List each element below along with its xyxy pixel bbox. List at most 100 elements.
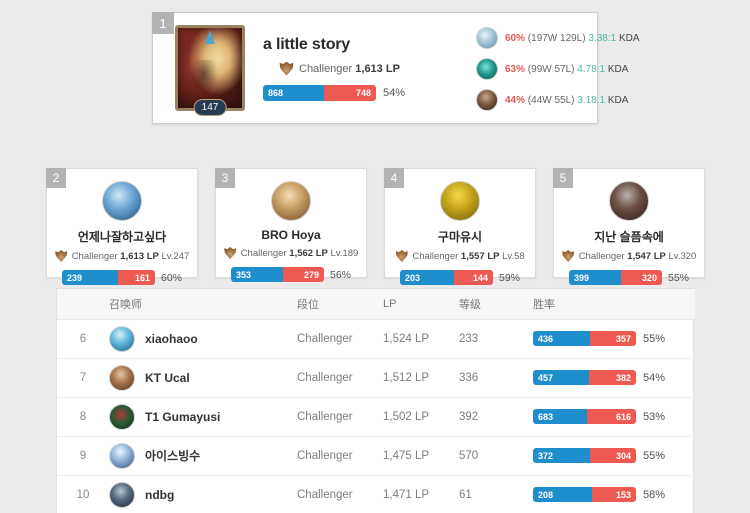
summoner-name[interactable]: 아이스빙수 [145, 449, 201, 463]
champion-kda: 3.18:1 [577, 94, 606, 106]
cell-summoner: T1 Gumayusi [109, 397, 297, 437]
champion-icon-2 [476, 58, 498, 80]
winloss-bar: 436 357 [533, 331, 636, 346]
table-row[interactable]: 10 ndbg Challenger 1,471 LP 61 208 [57, 475, 695, 513]
level-badge: 147 [193, 99, 227, 116]
wins-segment: 203 [399, 270, 455, 285]
tier-line: Challenger 1,562 LP Lv.189 [216, 247, 366, 259]
champion-kda-label: KDA [607, 63, 629, 75]
champion-kda: 4.78:1 [577, 63, 606, 75]
winloss-row: 399 320 55% [554, 270, 704, 285]
lp-value: 1,613 LP [355, 62, 400, 75]
challenger-emblem-icon [224, 247, 237, 259]
rank-card-5[interactable]: 5 지난 슬픔속에 Challenger 1,547 LP Lv.320 399… [553, 168, 705, 285]
table-row[interactable]: 6 xiaohaoo Challenger 1,524 LP 233 436 [57, 319, 695, 359]
summoner-avatar [109, 325, 135, 352]
summoner-avatar [102, 181, 142, 221]
tier-label: Challenger [71, 250, 118, 262]
rank-badge: 3 [215, 168, 235, 188]
winrate-percent: 54% [643, 371, 666, 384]
summoner-name[interactable]: 언제나잘하고싶다 [77, 230, 167, 244]
winloss-row: 203 144 59% [385, 270, 535, 285]
champion-winrate: 63% [505, 63, 526, 75]
table-row[interactable]: 9 아이스빙수 Challenger 1,475 LP 570 372 [57, 436, 695, 476]
champion-kda-label: KDA [607, 94, 629, 106]
cell-tier: Challenger [297, 436, 383, 476]
champion-stat-text: 60% (197W 129L) 3.38:1 KDA [505, 33, 640, 44]
winloss-bar: 203 144 [399, 270, 493, 285]
summoner-name[interactable]: xiaohaoo [145, 331, 198, 346]
rank-card-3[interactable]: 3 BRO Hoya Challenger 1,562 LP Lv.189 35… [215, 168, 367, 282]
summoner-name[interactable]: KT Ucal [145, 370, 190, 385]
level-value: Lv.247 [161, 250, 190, 262]
cell-tier: Challenger [297, 319, 383, 359]
losses-segment: 144 [454, 270, 493, 285]
wins-segment: 399 [568, 270, 621, 285]
cell-winrate: 372 304 55% [533, 436, 695, 476]
champion-icon-1 [476, 27, 498, 49]
champion-portrait-image [175, 25, 245, 111]
tier-line: Challenger 1,547 LP Lv.320 [554, 250, 704, 262]
header-rank[interactable] [57, 289, 109, 320]
rank-badge: 1 [152, 12, 174, 34]
losses-segment: 304 [589, 448, 636, 463]
winrate-percent: 60% [160, 271, 182, 284]
rank-card-2[interactable]: 2 언제나잘하고싶다 Challenger 1,613 LP Lv.247 23… [46, 168, 198, 285]
challenger-emblem-icon [395, 250, 408, 262]
winrate-percent: 55% [643, 332, 666, 345]
champion-record: (197W 129L) [527, 32, 586, 44]
table-row[interactable]: 8 T1 Gumayusi Challenger 1,502 LP 392 [57, 397, 695, 437]
summoner-name[interactable]: 지난 슬픔속에 [594, 230, 664, 244]
lp-value: 1,562 LP [289, 247, 328, 259]
losses-segment: 616 [587, 409, 636, 424]
cell-level: 570 [459, 436, 533, 476]
tier-line: Challenger 1,613 LP [263, 61, 458, 76]
cell-rank: 9 [57, 436, 109, 476]
table-header-row: 召唤师 段位 LP 等级 胜率 [57, 289, 695, 320]
champion-stats-list: 60% (197W 129L) 3.38:1 KDA 63% (99W 57L)… [476, 25, 640, 111]
table-row[interactable]: 7 KT Ucal Challenger 1,512 LP 336 457 [57, 358, 695, 398]
level-value: Lv.320 [668, 250, 697, 262]
level-value: Lv.189 [330, 247, 359, 259]
header-lp[interactable]: LP [383, 289, 459, 320]
rank-card-4[interactable]: 4 구마유시 Challenger 1,557 LP Lv.58 203 144… [384, 168, 536, 285]
top-summoner-info: a little story Challenger 1,613 LP 868 7… [263, 36, 458, 101]
cell-summoner: 아이스빙수 [109, 436, 297, 476]
winrate-percent: 53% [643, 410, 666, 423]
cell-lp: 1,471 LP [383, 475, 459, 513]
cell-rank: 10 [57, 475, 109, 513]
winloss-bar: 353 279 [230, 267, 324, 282]
winloss-row: 353 279 56% [216, 267, 366, 282]
summoner-name[interactable]: ndbg [145, 487, 175, 502]
champion-record: (44W 55L) [527, 94, 575, 106]
winrate-percent: 54% [383, 86, 406, 99]
ranking-table-container: 召唤师 段位 LP 等级 胜率 6 xiaohaoo Chal [56, 288, 695, 513]
summoner-portrait: 147 [175, 25, 245, 116]
summoner-name[interactable]: T1 Gumayusi [145, 409, 221, 424]
cell-summoner: KT Ucal [109, 358, 297, 398]
header-tier[interactable]: 段位 [297, 289, 383, 320]
tier-text: Challenger 1,547 LP Lv.320 [579, 251, 697, 262]
rank-badge: 5 [553, 168, 573, 188]
summoner-avatar [109, 481, 135, 508]
summoner-name[interactable]: 구마유시 [437, 230, 483, 244]
cell-summoner: xiaohaoo [109, 319, 297, 359]
tier-label: Challenger [412, 250, 459, 262]
cell-rank: 7 [57, 358, 109, 398]
header-summoner[interactable]: 召唤师 [109, 289, 297, 320]
cell-tier: Challenger [297, 358, 383, 398]
champion-stat-text: 63% (99W 57L) 4.78:1 KDA [505, 64, 628, 75]
summoner-avatar [109, 442, 135, 469]
losses-segment: 320 [620, 270, 662, 285]
header-level[interactable]: 等级 [459, 289, 533, 320]
challenger-emblem-icon [279, 61, 294, 76]
winrate-percent: 59% [498, 271, 520, 284]
lp-value: 1,613 LP [120, 250, 159, 262]
summoner-name[interactable]: a little story [263, 35, 351, 53]
top-rank-card[interactable]: 1 147 a little story Challenger 1,613 LP… [152, 12, 640, 124]
level-value: Lv.58 [502, 250, 525, 262]
summoner-name[interactable]: BRO Hoya [261, 228, 321, 242]
header-winrate[interactable]: 胜率 [533, 289, 695, 320]
champion-icon-3 [476, 89, 498, 111]
wins-segment: 372 [533, 448, 590, 463]
